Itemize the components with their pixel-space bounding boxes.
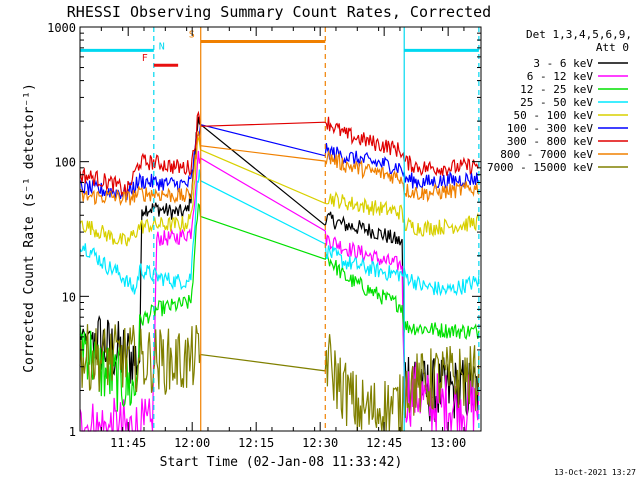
y-tick-label-1: 10 xyxy=(62,290,76,304)
y-tick-label-0: 1 xyxy=(69,425,76,439)
series-line-1 xyxy=(79,150,480,433)
x-tick-label-3: 12:30 xyxy=(302,436,338,450)
legend-label-7: 800 - 7000 keV xyxy=(500,148,593,161)
plot-frame xyxy=(79,26,482,432)
x-tick-label-2: 12:15 xyxy=(238,436,274,450)
y-tick-label-2: 100 xyxy=(54,156,76,170)
y-axis-label: Corrected Count Rate (s⁻¹ detector⁻¹) xyxy=(22,83,37,373)
legend-label-8: 7000 - 15000 keV xyxy=(487,161,593,174)
series-line-7 xyxy=(79,131,480,207)
legend-header: Det 1,3,4,5,6,9, Att 0 xyxy=(526,28,632,54)
chart-title: RHESSI Observing Summary Count Rates, Co… xyxy=(67,3,491,21)
series-line-6 xyxy=(79,110,480,198)
legend-label-1: 6 - 12 keV xyxy=(527,70,594,83)
plot-area: NFS11:4512:0012:1512:3012:4513:001101001… xyxy=(47,21,482,450)
legend-label-3: 25 - 50 keV xyxy=(520,96,593,109)
legend-label-2: 12 - 25 keV xyxy=(520,83,593,96)
legend-header-attenuator: Att 0 xyxy=(596,41,629,54)
legend-label-0: 3 - 6 keV xyxy=(533,57,593,70)
x-tick-label-1: 12:00 xyxy=(174,436,210,450)
footer-timestamp: 13-Oct-2021 13:27 xyxy=(554,468,636,477)
legend-label-6: 300 - 800 keV xyxy=(507,135,593,148)
x-axis-label: Start Time (02-Jan-08 11:33:42) xyxy=(160,455,403,470)
x-tick-label-4: 12:45 xyxy=(366,436,402,450)
y-tick-label-3: 1000 xyxy=(47,21,76,35)
series-line-4 xyxy=(79,136,480,247)
legend-label-5: 100 - 300 keV xyxy=(507,122,593,135)
series-line-3 xyxy=(79,169,480,297)
legend-header-detectors: Det 1,3,4,5,6,9, xyxy=(526,28,632,41)
series-line-8 xyxy=(79,324,480,433)
flag-label-0: N xyxy=(159,41,165,52)
flag-label-1: F xyxy=(142,53,148,64)
x-tick-label-5: 13:00 xyxy=(430,436,466,450)
legend-label-4: 50 - 100 keV xyxy=(514,109,594,122)
x-tick-label-0: 11:45 xyxy=(110,436,146,450)
series-line-2 xyxy=(79,202,480,412)
